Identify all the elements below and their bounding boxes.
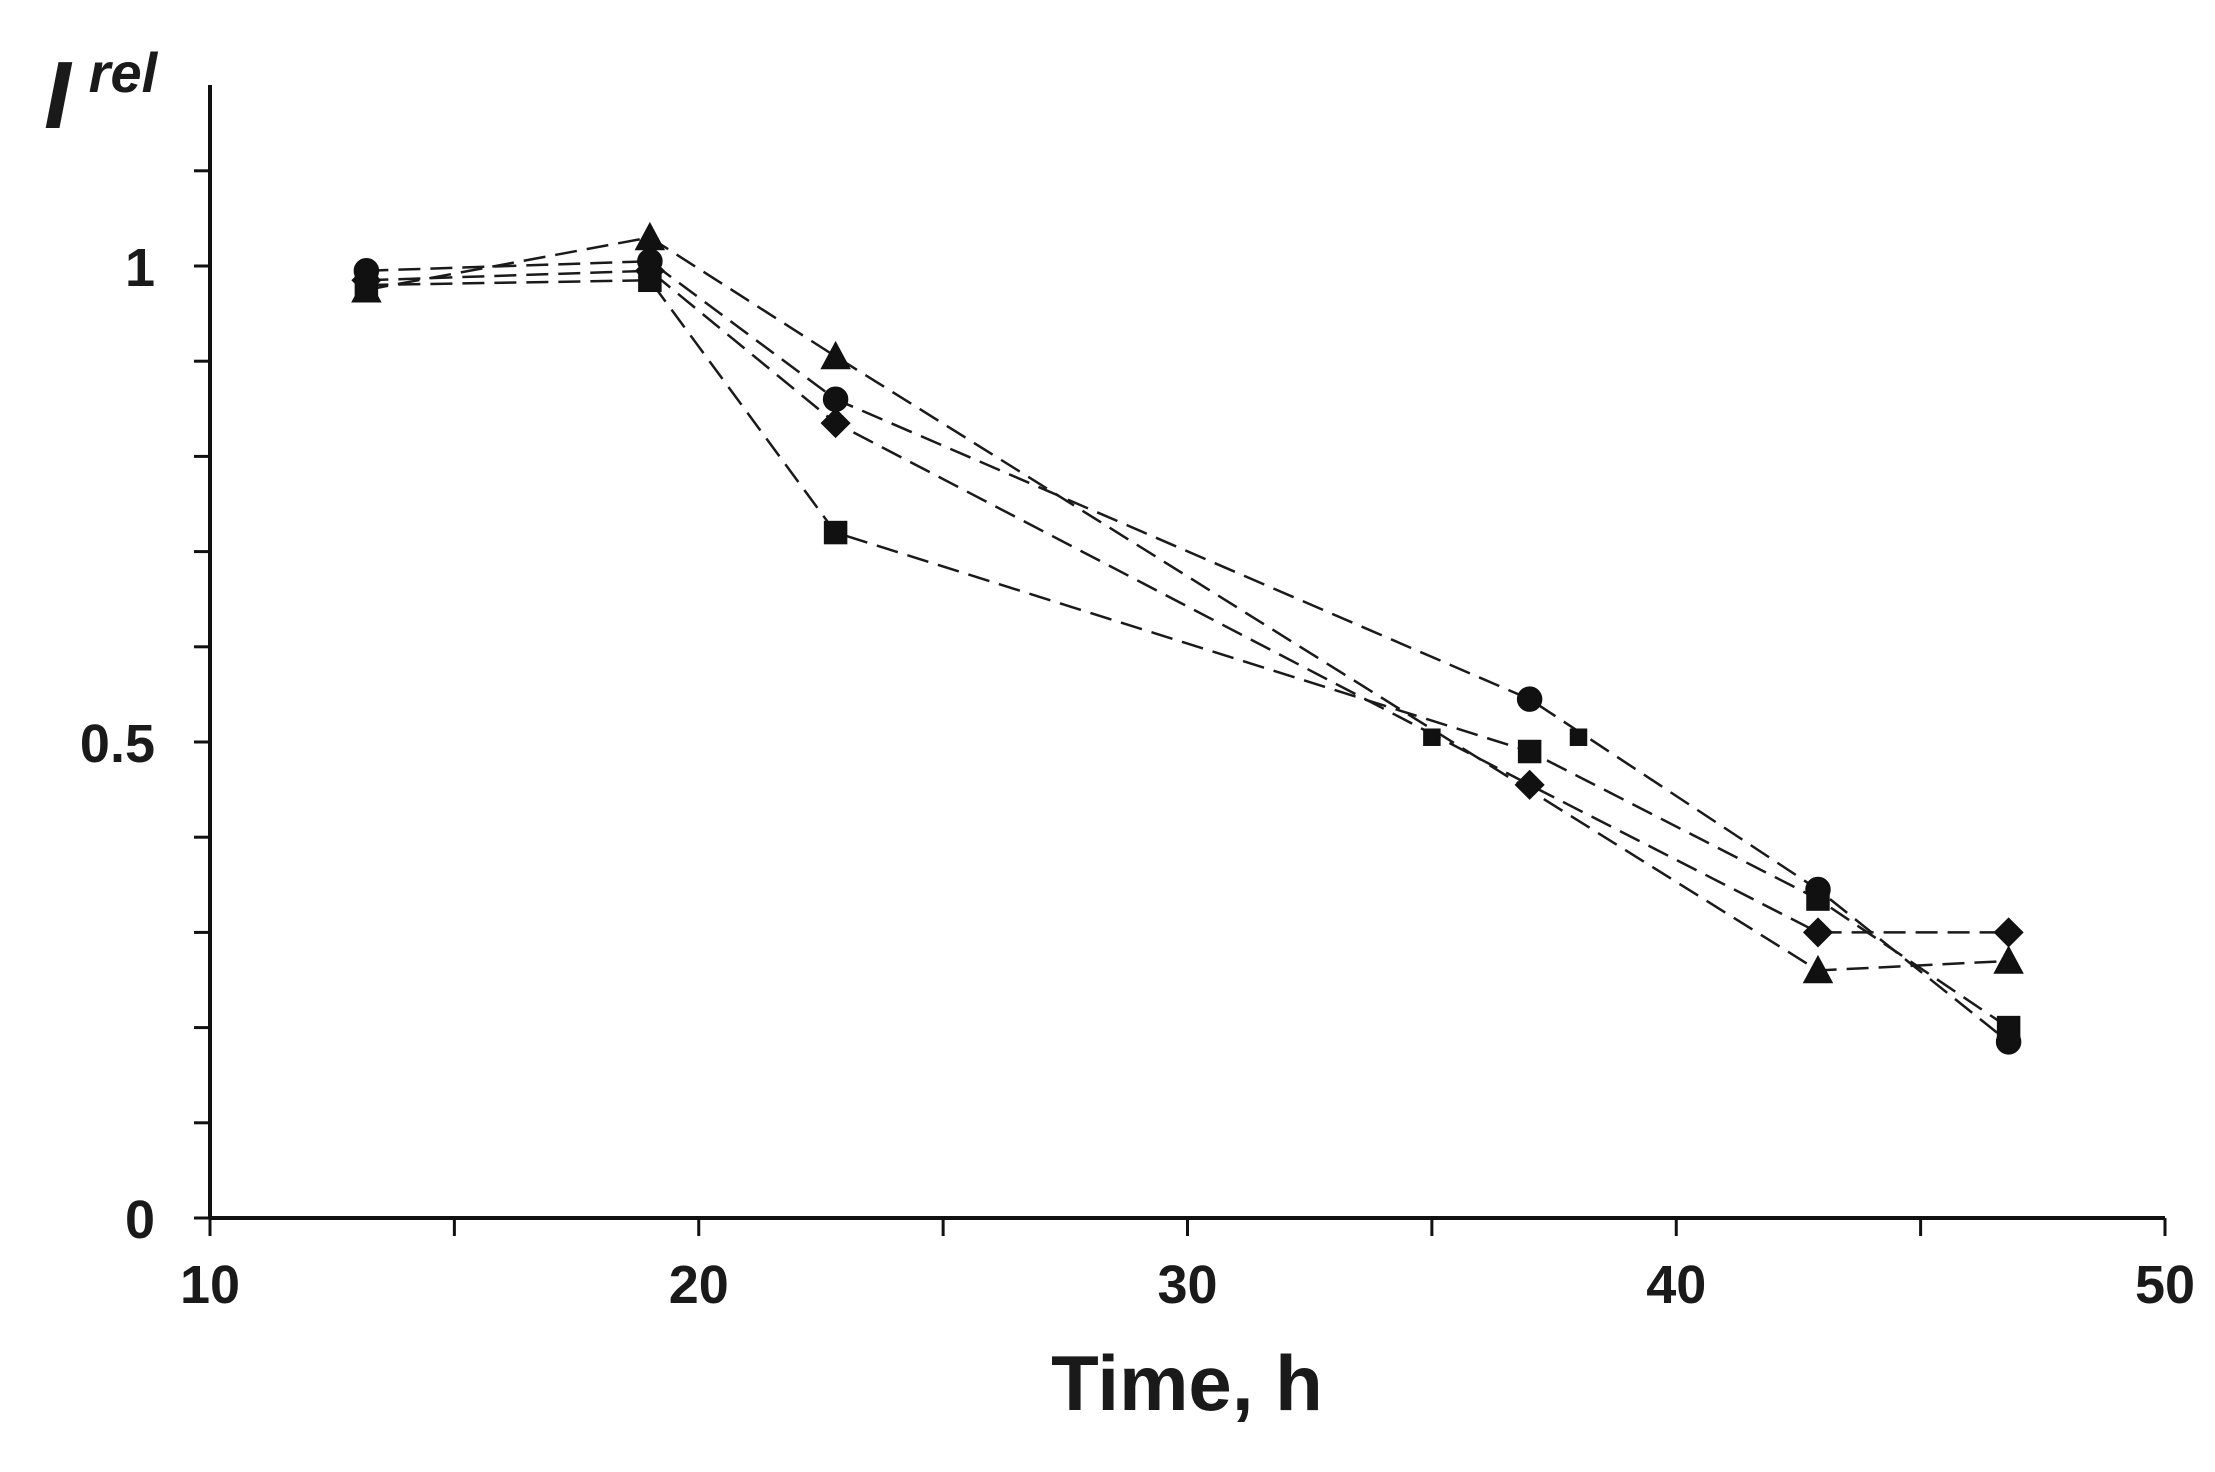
- x-tick-label-4: 50: [2135, 1255, 2195, 1315]
- x-tick-label-0: 10: [180, 1255, 240, 1315]
- stray-marker-1: [1569, 728, 1588, 746]
- marker-circle-5: [1995, 1029, 2022, 1055]
- series-line-square: [366, 279, 2010, 1029]
- marker-diamond-4: [1802, 917, 1834, 948]
- stray-marker-0: [1423, 728, 1441, 746]
- markers: [351, 221, 2024, 1055]
- y-axis-title-main: I: [44, 42, 73, 149]
- marker-diamond-1: [634, 255, 665, 286]
- y-axis-title-sup: rel: [89, 41, 159, 104]
- marker-triangle-1: [634, 221, 666, 251]
- marker-triangle-2: [820, 340, 851, 370]
- x-tick-label-2: 30: [1157, 1255, 1217, 1315]
- marker-triangle-0: [351, 274, 382, 303]
- series-line-diamond: [366, 269, 2009, 934]
- series-lines: [366, 236, 2010, 1043]
- y-tick-label-0: 0: [125, 1190, 155, 1250]
- x-axis-title: Time, h: [1051, 1339, 1323, 1427]
- y-tick-label-2: 1: [125, 238, 155, 298]
- marker-diamond-3: [1514, 769, 1545, 800]
- marker-diamond-2: [820, 408, 851, 439]
- marker-circle-2: [822, 386, 849, 413]
- series-line-circle: [366, 259, 2010, 1043]
- marker-triangle-4: [1993, 945, 2024, 974]
- marker-square-3: [1517, 739, 1542, 764]
- marker-diamond-5: [1993, 917, 2024, 948]
- axes: [208, 85, 2165, 1220]
- x-tick-label-3: 40: [1646, 1255, 1706, 1315]
- x-tick-label-1: 20: [669, 1255, 729, 1315]
- series-line-triangle: [366, 236, 2009, 972]
- y-tick-label-1: 0.5: [80, 714, 155, 774]
- marker-triangle-3: [1802, 954, 1834, 984]
- marker-circle-4: [1805, 876, 1831, 903]
- marker-circle-3: [1516, 686, 1543, 712]
- labels: 10 20 30 40 50 0 0.5 1: [80, 238, 2195, 1315]
- ticks: [194, 169, 2167, 1236]
- marker-square-2: [823, 520, 848, 545]
